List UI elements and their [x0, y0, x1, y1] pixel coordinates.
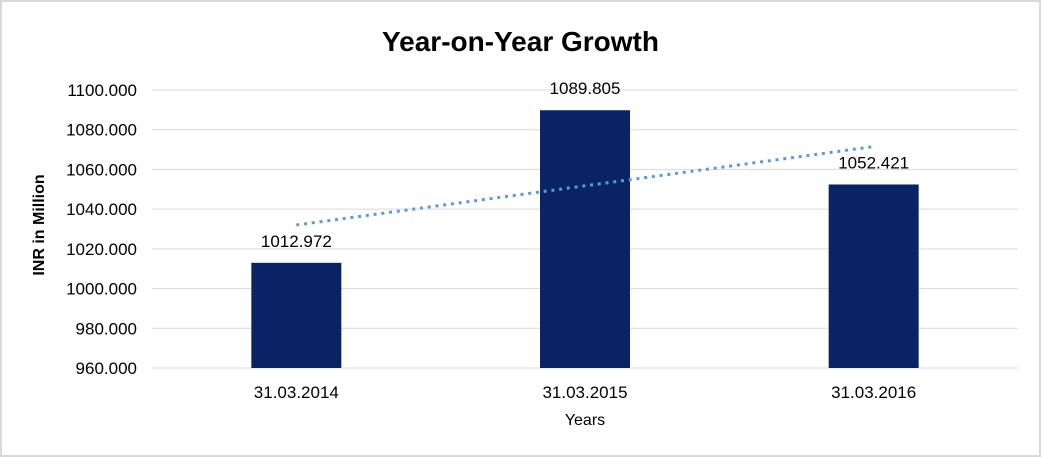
bar-value-label: 1012.972	[261, 232, 332, 251]
y-tick-label: 1100.000	[67, 81, 137, 100]
chart-title: Year-on-Year Growth	[382, 26, 659, 57]
bar	[828, 184, 919, 368]
bar-value-label: 1089.805	[550, 79, 621, 98]
trendline	[296, 145, 874, 227]
x-axis-title: Years	[564, 412, 606, 429]
x-tick-label: 31.03.2014	[254, 383, 339, 402]
y-tick-label: 1020.000	[66, 240, 137, 259]
y-axis-title: INR in Million	[31, 174, 48, 276]
y-tick-label: 1040.000	[66, 200, 137, 219]
bar	[540, 110, 630, 368]
y-tick-label: 1060.000	[66, 160, 137, 179]
bar	[251, 262, 342, 368]
y-tick-label: 1000.000	[66, 280, 137, 299]
y-tick-label: 980.000	[76, 319, 137, 338]
y-tick-label: 1080.000	[66, 121, 137, 140]
y-tick-label: 960.000	[76, 359, 137, 378]
bar-value-label: 1052.421	[838, 153, 909, 172]
x-tick-label: 31.03.2016	[831, 383, 916, 402]
x-tick-label: 31.03.2015	[542, 383, 627, 402]
